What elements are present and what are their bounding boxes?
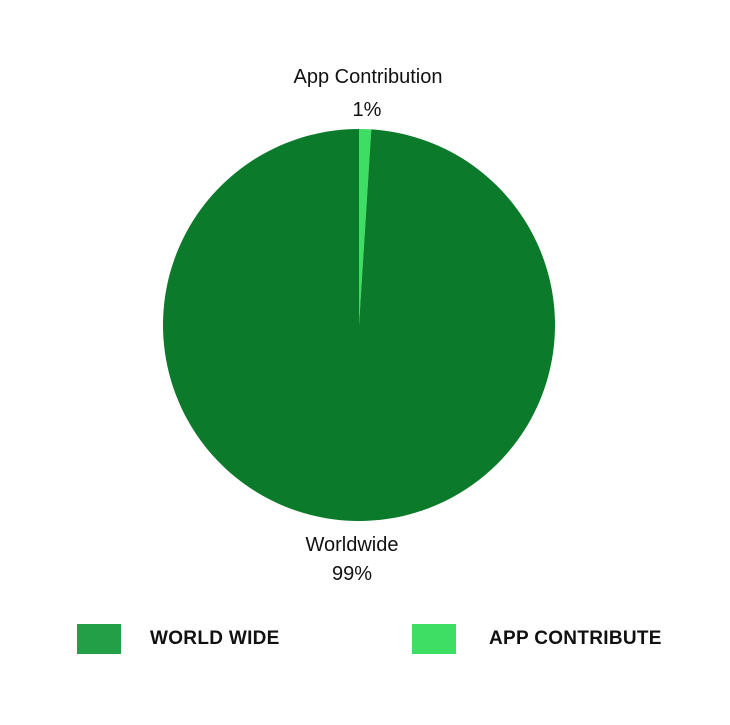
slice-value-worldwide: 99% [332,563,372,585]
legend-item-world-wide: WORLD WIDE [77,622,280,656]
pie-slice-app-contribution [359,129,372,325]
slice-value-app-contribution: 1% [353,99,382,121]
pie-slice-worldwide [162,129,556,522]
legend-label-world-wide: WORLD WIDE [150,628,280,649]
slice-label-app-contribution: App Contribution [294,66,443,88]
legend-label-app-contribute: APP CONTRIBUTE [489,628,662,649]
legend-swatch-app-contribute [412,624,456,654]
chart-legend: WORLD WIDE APP CONTRIBUTE [0,622,730,662]
legend-swatch-world-wide [77,624,121,654]
slice-label-worldwide: Worldwide [306,534,399,556]
legend-item-app-contribute: APP CONTRIBUTE [412,622,662,656]
